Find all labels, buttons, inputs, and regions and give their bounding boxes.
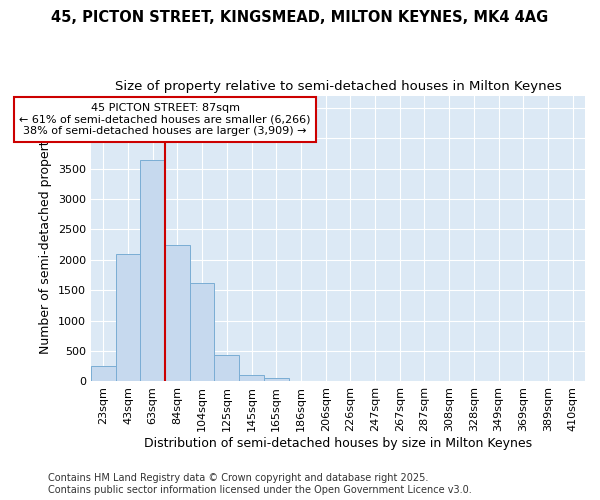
Title: Size of property relative to semi-detached houses in Milton Keynes: Size of property relative to semi-detach… [115,80,562,93]
Bar [215,354,239,382]
Bar [190,283,215,382]
Bar [264,378,289,382]
Text: Contains HM Land Registry data © Crown copyright and database right 2025.
Contai: Contains HM Land Registry data © Crown c… [48,474,472,495]
Bar [116,254,140,382]
Bar [239,376,264,382]
X-axis label: Distribution of semi-detached houses by size in Milton Keynes: Distribution of semi-detached houses by … [144,437,532,450]
Text: 45 PICTON STREET: 87sqm
← 61% of semi-detached houses are smaller (6,266)
38% of: 45 PICTON STREET: 87sqm ← 61% of semi-de… [19,103,311,136]
Bar [165,244,190,382]
Bar [91,366,116,382]
Y-axis label: Number of semi-detached properties: Number of semi-detached properties [40,123,52,354]
Bar [140,160,165,382]
Text: 45, PICTON STREET, KINGSMEAD, MILTON KEYNES, MK4 4AG: 45, PICTON STREET, KINGSMEAD, MILTON KEY… [52,10,548,25]
